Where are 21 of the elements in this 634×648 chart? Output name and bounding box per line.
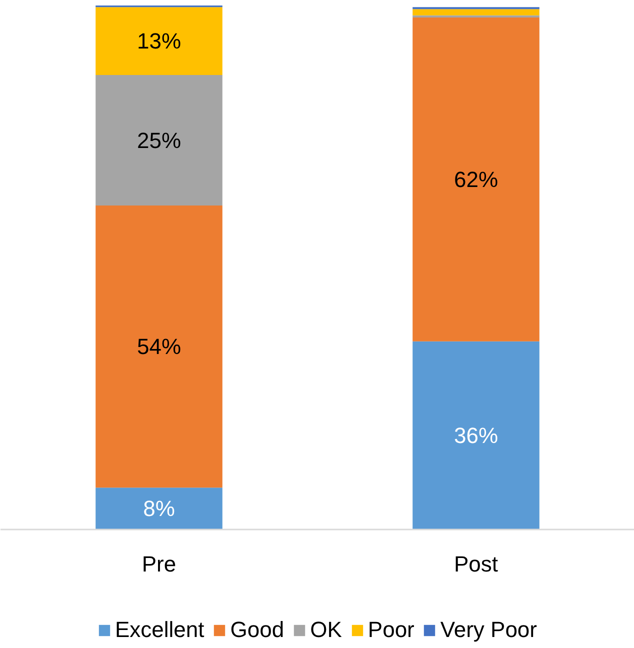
legend-label: OK [310, 617, 342, 643]
data-label: 25% [136, 128, 182, 153]
data-label: 62% [454, 166, 498, 192]
legend-label: Excellent [115, 617, 204, 643]
bar [412, 18, 540, 342]
data-label: 36% [454, 422, 498, 448]
x-tick-label: Post [454, 551, 498, 576]
bar [412, 15, 540, 18]
bar [96, 488, 222, 530]
bar [96, 74, 222, 206]
bar [96, 7, 222, 75]
bar [412, 9, 540, 16]
data-label: 54% [136, 334, 182, 360]
x-tick-label: Pre [142, 551, 176, 576]
data-label: 13% [136, 28, 182, 54]
bar [96, 206, 222, 488]
legend-label: Poor [368, 617, 414, 643]
data-label: 8% [143, 496, 175, 521]
legend-label: Good [230, 617, 284, 643]
legend-label: Very Poor [440, 617, 537, 643]
bar [412, 341, 540, 530]
